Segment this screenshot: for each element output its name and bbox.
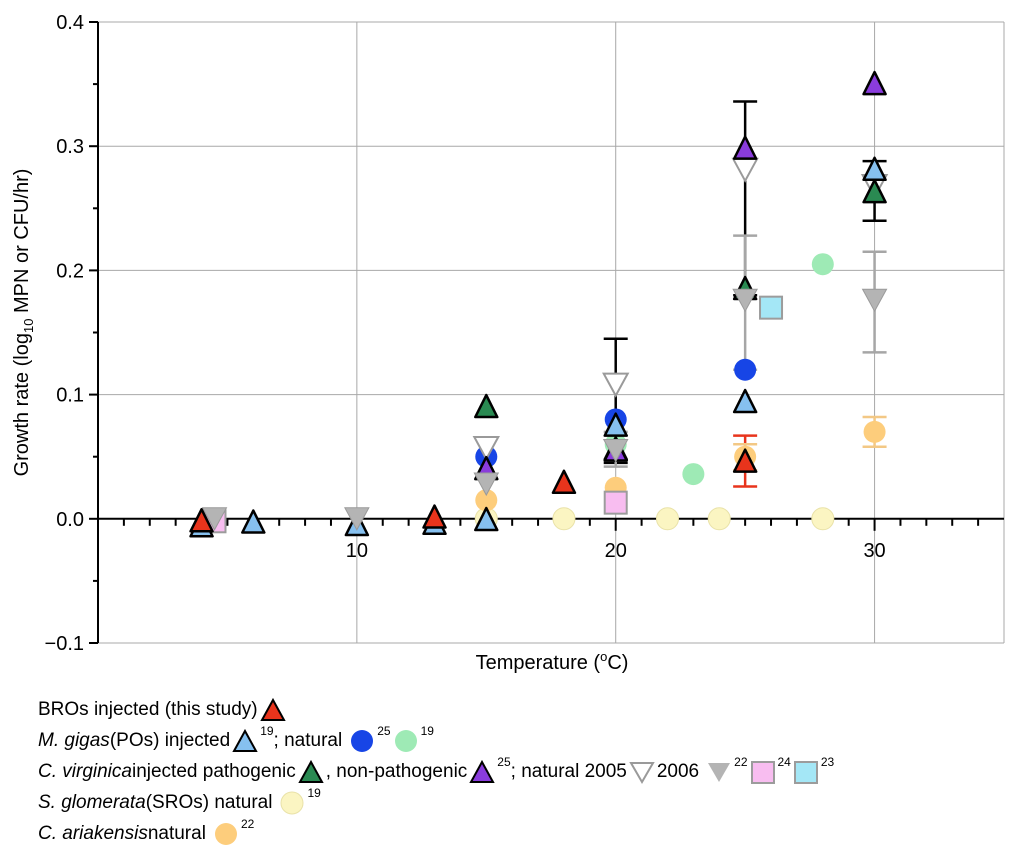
legend-virginica-cyan-square-icon: [793, 760, 818, 784]
virginica_natural_2005-point-0: [472, 436, 500, 462]
legend-entry-gigas: M. gigas (POs) injected 19 ; natural 25 …: [38, 724, 1008, 756]
glomerata_natural-point-3: [707, 507, 731, 531]
legend-glomerata-circle-icon: [280, 791, 304, 814]
gigas_natural_19-point-1: [682, 463, 705, 486]
legend-entry-bro: BROs injected (this study): [38, 694, 1008, 725]
legend-glomerata-text-a: (SROs) natural: [145, 792, 273, 813]
legend-glomerata-species: S. glomerata: [38, 792, 146, 813]
x-axis-label: Temperature (oC): [476, 649, 629, 674]
legend-entry-glomerata: S. glomerata (SROs) natural 19: [38, 786, 1008, 818]
y-tick-label-2: 0.1: [56, 385, 84, 407]
legend-virginica-ref-g: 23: [820, 755, 835, 769]
legend: BROs injected (this study) M. gigas (POs…: [38, 694, 1008, 849]
legend-entry-virginica: C. virginica injected pathogenic , non-p…: [38, 755, 1008, 787]
y-tick-label-5: 0.4: [56, 12, 84, 34]
axis-labels: −0.1 0.0 0.1 0.2 0.3 0.4 10 20 30 Temperature (oC…: [11, 12, 886, 674]
legend-gigas-injected-triangle-icon: [232, 728, 258, 752]
legend-virginica-species: C. virginica: [38, 761, 132, 782]
legend-virginica-text-b: , non-pathogenic: [325, 761, 468, 782]
legend-gigas-natural-blue-circle-icon: [351, 729, 374, 752]
virginica_nonpathogenic-point-2: [732, 135, 758, 160]
ariakensis_natural-point-3: [863, 420, 886, 443]
legend-virginica-text-a: injected pathogenic: [131, 761, 296, 782]
virginica_natural_2006-point-1: [344, 507, 370, 531]
y-tick-label-0: −0.1: [45, 633, 84, 655]
virginica_natural_2006-point-3: [602, 438, 629, 463]
virginica_natural_2006-point-0: [201, 507, 228, 531]
gigas_natural_19-point-2: [811, 253, 834, 276]
y-axis-label: Growth rate (log10 MPN or CFU/hr): [11, 169, 36, 477]
bro_injected-point-3: [732, 448, 758, 473]
gigas_injected-point-7: [862, 156, 887, 182]
virginica_24-point-1: [603, 490, 628, 515]
legend-virginica-ref-e: 22: [734, 755, 748, 769]
ariakensis_natural-point-0: [475, 489, 498, 512]
legend-virginica-pathogenic-triangle-icon: [298, 759, 324, 783]
legend-gigas-text-a: (POs) injected: [109, 730, 231, 751]
bro_injected-point-1: [422, 504, 447, 529]
gigas_injected-point-1: [241, 509, 266, 534]
legend-gigas-text-b: ; natural: [273, 730, 343, 751]
virginica_natural_2005-point-2: [731, 157, 759, 183]
legend-gigas-ref-c: 19: [420, 724, 434, 738]
glomerata_natural-point-1: [552, 507, 576, 531]
gigas_injected-point-5: [603, 412, 628, 437]
x-tick-label-0: 10: [346, 540, 368, 562]
x-tick-label-1: 20: [605, 540, 627, 562]
legend-gigas-ref-b: 25: [377, 724, 391, 738]
legend-ariakensis-ref-a: 22: [240, 817, 255, 831]
virginica_pathogenic-point-0: [474, 393, 499, 419]
legend-gigas-natural-green-circle-icon: [394, 729, 417, 752]
legend-virginica-pink-square-icon: [750, 760, 775, 784]
y-tick-label-3: 0.2: [56, 260, 84, 282]
legend-ariakensis-circle-icon: [214, 822, 237, 845]
legend-gigas-ref-a: 19: [260, 724, 274, 738]
virginica_natural_2006-point-5: [861, 288, 888, 313]
gigas_natural_25-point-2: [734, 358, 757, 381]
bro_injected-point-2: [551, 469, 577, 495]
legend-glomerata-ref-a: 19: [307, 786, 321, 800]
virginica_nonpathogenic-point-3: [862, 70, 887, 96]
bro_injected-point-0: [189, 508, 214, 533]
legend-virginica-text-d: 2006: [656, 761, 700, 782]
legend-virginica-2005-open-triangle-icon: [629, 761, 655, 784]
glomerata_natural-point-4: [811, 507, 835, 531]
scatter-chart: −0.1 0.0 0.1 0.2 0.3 0.4 10 20 30 Temperature (oC…: [11, 12, 1005, 674]
virginica_23-point-0: [759, 295, 784, 320]
y-tick-label-1: 0.0: [56, 509, 84, 531]
legend-ariakensis-species: C. ariakensis: [38, 823, 148, 844]
legend-bro-text: BROs injected (this study): [38, 699, 258, 720]
y-tick-label-4: 0.3: [56, 136, 84, 158]
legend-virginica-nonpathogenic-triangle-icon: [469, 759, 495, 783]
virginica_natural_2006-point-4: [732, 288, 758, 313]
legend-entry-ariakensis: C. ariakensis natural 22: [38, 817, 1008, 849]
legend-ariakensis-text-a: natural: [147, 823, 206, 844]
gigas_injected-point-6: [732, 388, 758, 414]
data-markers: [189, 70, 889, 538]
legend-virginica-text-c: ; natural 2005: [510, 761, 627, 782]
glomerata_natural-point-2: [655, 507, 679, 531]
legend-virginica-ref-b: 25: [497, 755, 511, 769]
virginica_pathogenic-point-3: [862, 178, 887, 204]
virginica_natural_2006-point-2: [473, 472, 500, 497]
legend-virginica-ref-f: 24: [777, 755, 791, 769]
legend-bro-triangle-icon: [259, 697, 286, 721]
x-tick-label-2: 30: [863, 540, 885, 562]
legend-virginica-2006-gray-triangle-icon: [708, 762, 731, 782]
gigas_injected-point-4: [474, 506, 499, 532]
virginica_natural_2005-point-1: [602, 372, 630, 398]
legend-gigas-species: M. gigas: [38, 730, 110, 751]
